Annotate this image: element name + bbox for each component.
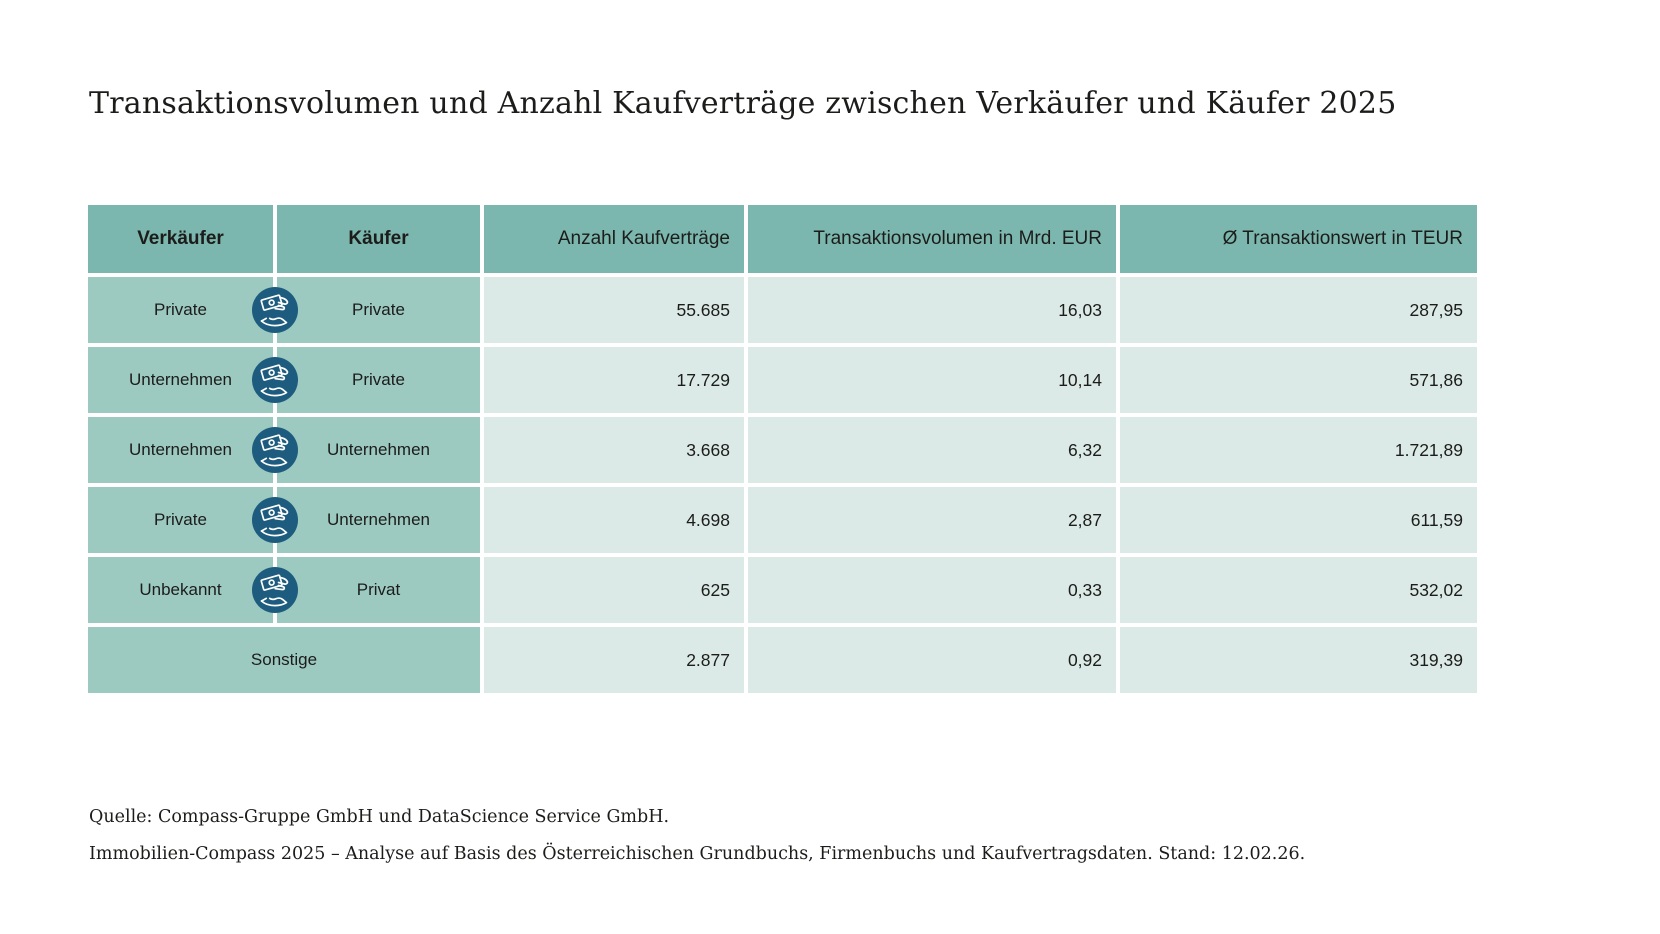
- avg-value-cell: 287,95: [1120, 277, 1477, 343]
- contracts-cell: 2.877: [484, 627, 744, 693]
- transactions-table: Verkäufer Käufer Anzahl Kaufverträge Tra…: [88, 205, 1477, 693]
- avg-value-cell: 1.721,89: [1120, 417, 1477, 483]
- avg-value-cell: 319,39: [1120, 627, 1477, 693]
- buyer-cell: Private: [277, 277, 480, 343]
- contracts-cell: 625: [484, 557, 744, 623]
- buyer-cell: Unternehmen: [277, 417, 480, 483]
- seller-cell: Private: [88, 487, 273, 553]
- contracts-cell: 3.668: [484, 417, 744, 483]
- hand-money-exchange-icon: [252, 287, 298, 333]
- buyer-cell: Unternehmen: [277, 487, 480, 553]
- volume-cell: 16,03: [748, 277, 1116, 343]
- footer-source-line: Quelle: Compass-Gruppe GmbH und DataScie…: [89, 807, 670, 827]
- footer-analysis-line: Immobilien-Compass 2025 – Analyse auf Ba…: [89, 844, 1306, 864]
- page-title: Transaktionsvolumen und Anzahl Kaufvertr…: [89, 86, 1397, 121]
- contracts-cell: 4.698: [484, 487, 744, 553]
- volume-cell: 6,32: [748, 417, 1116, 483]
- hand-money-exchange-icon: [252, 567, 298, 613]
- hand-money-exchange-icon: [252, 357, 298, 403]
- header-cell-contracts: Anzahl Kaufverträge: [484, 205, 744, 273]
- avg-value-cell: 532,02: [1120, 557, 1477, 623]
- footer: Quelle: Compass-Gruppe GmbH und DataScie…: [89, 799, 1305, 873]
- contracts-cell: 17.729: [484, 347, 744, 413]
- buyer-cell: Private: [277, 347, 480, 413]
- header-cell-avg-value: Ø Transaktionswert in TEUR: [1120, 205, 1477, 273]
- volume-cell: 0,92: [748, 627, 1116, 693]
- header-cell-volume: Transaktionsvolumen in Mrd. EUR: [748, 205, 1116, 273]
- hand-money-exchange-icon: [252, 427, 298, 473]
- buyer-cell: Privat: [277, 557, 480, 623]
- header-cell-buyer: Käufer: [277, 205, 480, 273]
- summary-label-cell: Sonstige: [88, 627, 480, 693]
- seller-cell: Unbekannt: [88, 557, 273, 623]
- seller-cell: Unternehmen: [88, 347, 273, 413]
- avg-value-cell: 571,86: [1120, 347, 1477, 413]
- volume-cell: 0,33: [748, 557, 1116, 623]
- volume-cell: 2,87: [748, 487, 1116, 553]
- hand-money-exchange-icon: [252, 497, 298, 543]
- avg-value-cell: 611,59: [1120, 487, 1477, 553]
- seller-cell: Private: [88, 277, 273, 343]
- contracts-cell: 55.685: [484, 277, 744, 343]
- header-cell-seller: Verkäufer: [88, 205, 273, 273]
- seller-cell: Unternehmen: [88, 417, 273, 483]
- volume-cell: 10,14: [748, 347, 1116, 413]
